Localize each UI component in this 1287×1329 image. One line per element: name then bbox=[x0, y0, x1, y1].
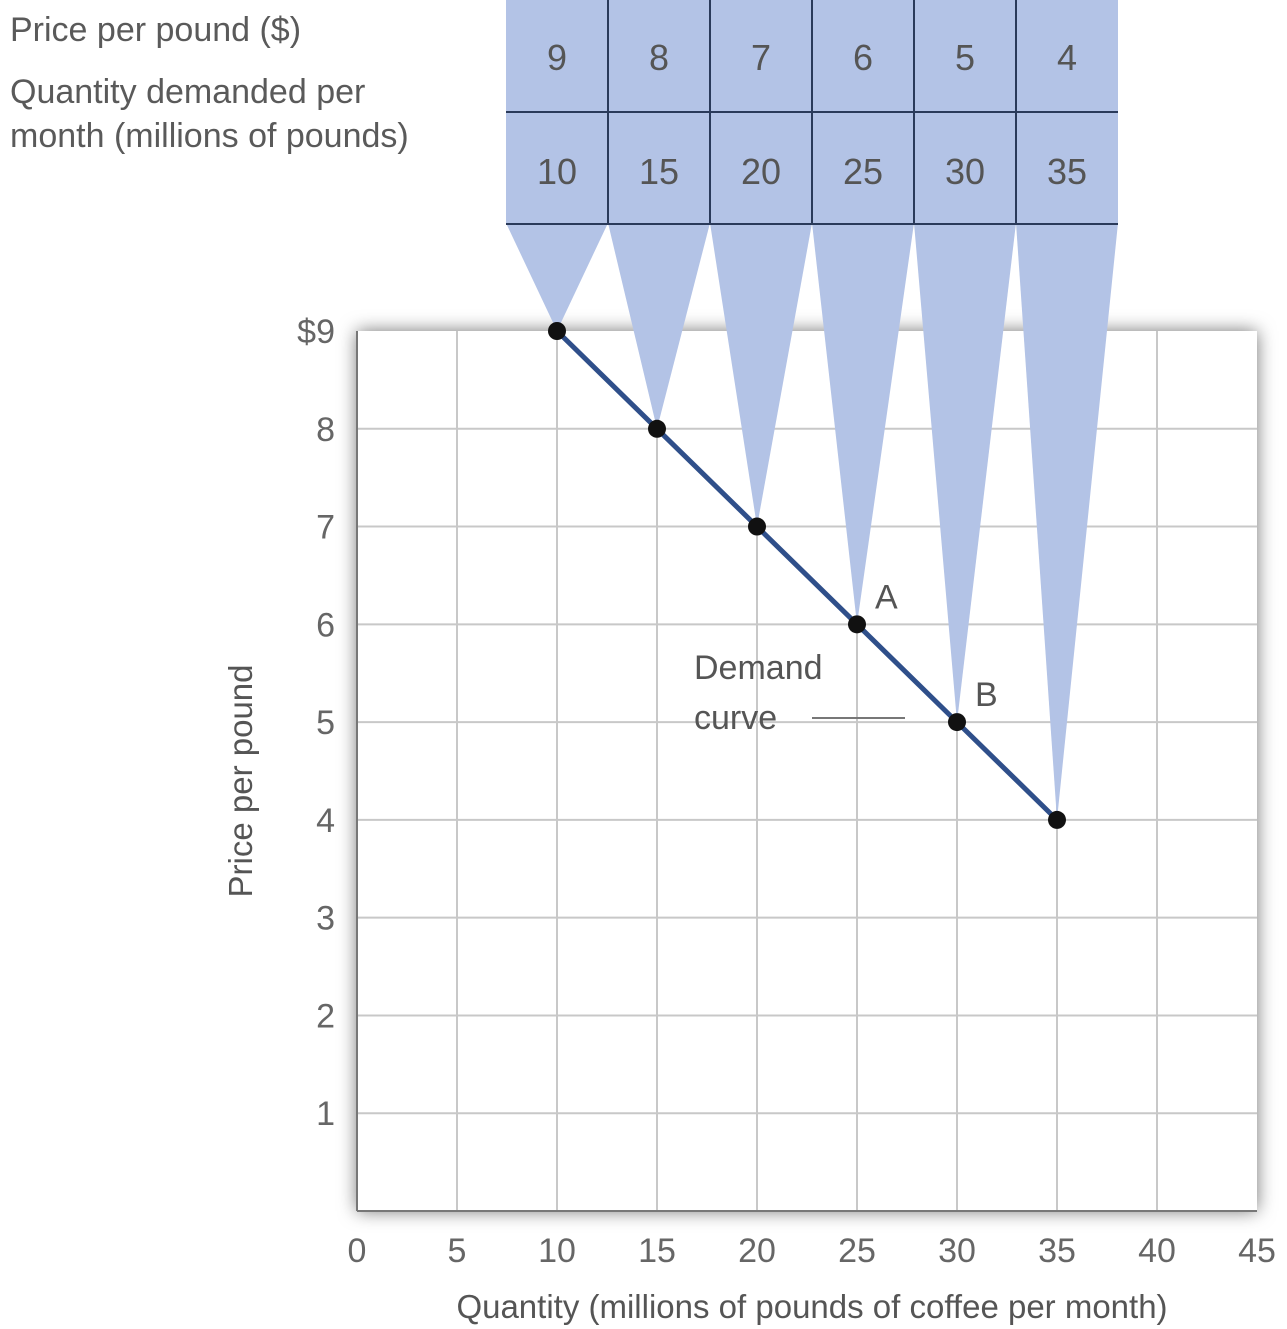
x-tick-label: 10 bbox=[538, 1232, 576, 1270]
schedule-table: 9 8 7 6 5 4 10 15 20 25 30 35 bbox=[506, 0, 1118, 225]
table-cell-quantity: 25 bbox=[843, 151, 883, 192]
y-tick-label: 1 bbox=[316, 1095, 335, 1133]
data-point bbox=[648, 419, 666, 438]
table-row-label-quantity-line1: Quantity demanded per bbox=[10, 73, 366, 111]
y-tick-label: 2 bbox=[316, 997, 335, 1035]
table-cell-price: 8 bbox=[649, 37, 669, 78]
table-cell-price: 9 bbox=[547, 37, 567, 78]
table-cell-price: 4 bbox=[1057, 37, 1077, 78]
x-tick-label: 15 bbox=[638, 1232, 676, 1270]
funnel bbox=[914, 223, 1016, 723]
x-tick-label: 30 bbox=[938, 1232, 976, 1270]
funnel bbox=[710, 223, 812, 527]
table-cell-quantity: 15 bbox=[639, 151, 679, 192]
x-tick-label: 45 bbox=[1238, 1232, 1276, 1270]
funnels bbox=[506, 223, 1118, 820]
table-cell-quantity: 20 bbox=[741, 151, 781, 192]
table-cell-quantity: 30 bbox=[945, 151, 985, 192]
table-row-label-quantity-line2: month (millions of pounds) bbox=[10, 117, 409, 155]
demand-curve-line bbox=[555, 329, 1059, 822]
data-point bbox=[948, 713, 966, 732]
y-tick-label: $9 bbox=[297, 313, 335, 351]
data-point bbox=[748, 517, 766, 536]
table-row-label-price: Price per pound ($) bbox=[10, 11, 302, 49]
table-row-label-quantity: Quantity demanded per month (millions of… bbox=[10, 70, 409, 158]
demand-curve-label-line1: Demand bbox=[694, 649, 823, 687]
funnel bbox=[812, 223, 914, 625]
x-tick-label: 25 bbox=[838, 1232, 876, 1270]
data-point bbox=[548, 322, 566, 340]
table-cell-quantity: 35 bbox=[1047, 151, 1087, 192]
x-tick-label: 35 bbox=[1038, 1232, 1076, 1270]
data-point bbox=[1048, 810, 1066, 829]
y-tick-label: 6 bbox=[316, 606, 335, 644]
funnel bbox=[506, 223, 608, 331]
point-label: B bbox=[975, 676, 998, 714]
y-tick-label: 5 bbox=[316, 704, 335, 742]
y-axis-title: Price per pound bbox=[222, 665, 259, 898]
y-tick-label: 7 bbox=[316, 509, 335, 547]
x-tick-label: 20 bbox=[738, 1232, 776, 1270]
table-cell-price: 7 bbox=[751, 37, 771, 78]
y-tick-label: 3 bbox=[316, 900, 335, 938]
y-tick-label: 8 bbox=[316, 411, 335, 449]
x-axis-title: Quantity (millions of pounds of coffee p… bbox=[456, 1288, 1167, 1325]
chart-labels: A B Demand curve bbox=[694, 578, 998, 737]
data-point bbox=[848, 615, 866, 634]
x-tick-label: 5 bbox=[448, 1232, 467, 1270]
x-tick-label: 0 bbox=[348, 1232, 367, 1270]
table-cell-price: 5 bbox=[955, 37, 975, 78]
series-demand bbox=[548, 322, 1066, 829]
funnel bbox=[1016, 223, 1118, 820]
y-tick-label: 4 bbox=[316, 802, 335, 840]
x-tick-label: 40 bbox=[1138, 1232, 1176, 1270]
plot-area bbox=[357, 331, 1257, 1211]
point-label: A bbox=[875, 578, 898, 616]
demand-curve-label-line2: curve bbox=[694, 699, 777, 737]
table-cell-price: 6 bbox=[853, 37, 873, 78]
table-cell-quantity: 10 bbox=[537, 151, 577, 192]
funnel bbox=[608, 223, 710, 429]
